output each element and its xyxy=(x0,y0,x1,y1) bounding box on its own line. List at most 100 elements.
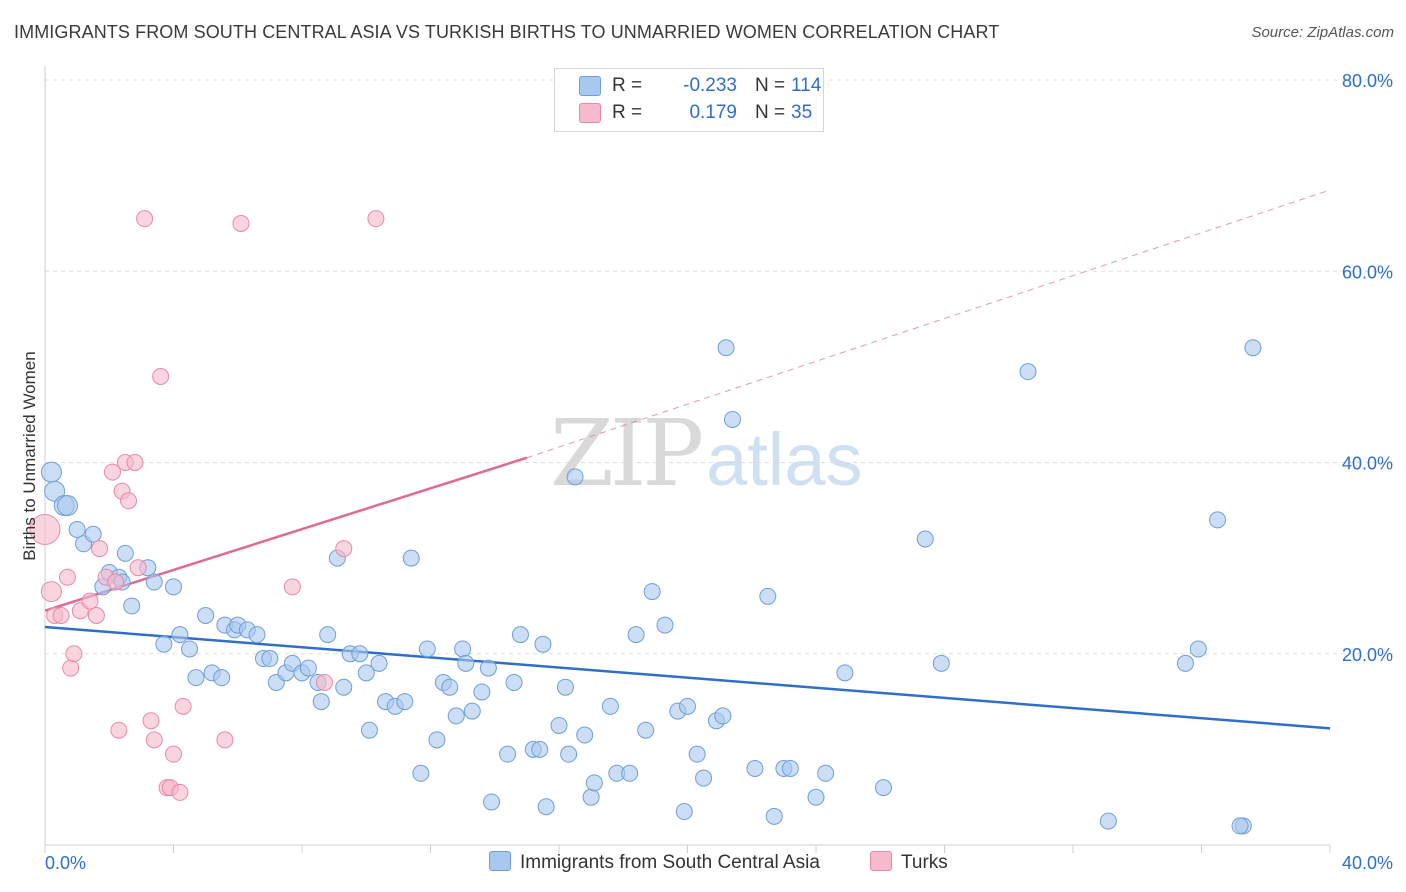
point-turks xyxy=(171,783,189,801)
point-immigrants xyxy=(428,731,446,749)
point-immigrants xyxy=(351,645,369,663)
legend-n-label: N = xyxy=(755,102,786,123)
point-immigrants xyxy=(447,707,465,725)
point-immigrants xyxy=(1176,654,1194,672)
point-immigrants xyxy=(454,640,472,658)
point-immigrants xyxy=(1231,817,1249,835)
point-immigrants xyxy=(576,726,594,744)
bottom-legend-swatch-immigrants xyxy=(489,851,511,871)
point-turks xyxy=(165,745,182,763)
point-turks xyxy=(40,581,62,603)
point-turks xyxy=(174,697,192,715)
point-turks xyxy=(152,367,170,385)
y-tick-label: 20.0% xyxy=(1342,645,1393,665)
point-turks xyxy=(81,592,99,610)
point-immigrants xyxy=(171,626,189,644)
point-immigrants xyxy=(441,678,459,696)
point-turks xyxy=(335,540,353,558)
point-immigrants xyxy=(483,793,501,811)
point-immigrants xyxy=(781,760,799,777)
point-immigrants xyxy=(165,578,182,596)
point-immigrants xyxy=(479,659,497,677)
point-immigrants xyxy=(817,764,835,782)
legend-n-value: 35 xyxy=(791,102,813,123)
point-immigrants xyxy=(197,607,215,624)
point-immigrants xyxy=(836,664,854,682)
point-turks xyxy=(52,607,70,624)
point-immigrants xyxy=(688,745,706,763)
point-immigrants xyxy=(370,654,388,672)
point-immigrants xyxy=(550,716,568,734)
point-immigrants xyxy=(582,788,600,806)
point-immigrants xyxy=(807,788,825,806)
point-turks xyxy=(129,559,147,577)
point-turks xyxy=(110,721,128,739)
point-immigrants xyxy=(932,654,950,672)
point-immigrants xyxy=(187,669,205,687)
point-immigrants xyxy=(643,583,661,601)
point-immigrants xyxy=(531,740,549,758)
point-turks xyxy=(91,540,109,558)
point-immigrants xyxy=(396,693,414,711)
point-immigrants xyxy=(213,669,231,687)
bottom-legend-immigrants: Immigrants from South Central Asia xyxy=(489,851,820,874)
data-points xyxy=(29,210,1262,835)
point-turks xyxy=(283,578,301,596)
point-immigrants xyxy=(627,626,645,644)
point-immigrants xyxy=(746,760,764,777)
point-immigrants xyxy=(473,683,491,701)
bottom-legend-turks: Turks xyxy=(870,851,948,874)
point-turks xyxy=(232,214,250,232)
point-immigrants xyxy=(695,769,713,787)
trend-line-immigrants xyxy=(44,625,1331,730)
point-immigrants xyxy=(534,635,552,653)
point-immigrants xyxy=(1099,812,1117,830)
point-immigrants xyxy=(1244,339,1262,357)
y-tick-label: 40.0% xyxy=(1342,454,1393,474)
point-immigrants xyxy=(723,410,741,428)
point-immigrants xyxy=(84,525,102,543)
point-immigrants xyxy=(765,807,783,825)
trend-line-turks-extension xyxy=(526,189,1331,459)
point-immigrants xyxy=(505,673,523,691)
point-turks xyxy=(65,645,83,663)
point-immigrants xyxy=(181,640,199,658)
point-immigrants xyxy=(1019,363,1037,381)
y-tick-label: 60.0% xyxy=(1342,262,1393,282)
point-turks xyxy=(145,731,163,749)
bottom-legend-swatch-turks xyxy=(870,851,892,871)
bottom-legend-label-turks: Turks xyxy=(901,852,948,873)
legend-swatch-turks xyxy=(579,103,601,123)
point-immigrants xyxy=(585,774,603,792)
point-turks xyxy=(367,210,385,228)
legend-r-value: -0.233 xyxy=(683,75,737,96)
point-immigrants xyxy=(248,626,266,644)
point-immigrants xyxy=(679,697,696,715)
legend-r-label: R = xyxy=(612,102,643,123)
bottom-legend-label-immigrants: Immigrants from South Central Asia xyxy=(520,852,820,873)
point-immigrants xyxy=(675,803,693,821)
point-immigrants xyxy=(621,764,639,782)
point-turks xyxy=(62,659,80,677)
point-immigrants xyxy=(1209,511,1227,529)
point-immigrants xyxy=(637,721,655,739)
point-turks xyxy=(120,492,138,510)
point-immigrants xyxy=(145,573,163,591)
legend-swatch-immigrants xyxy=(579,76,601,96)
point-immigrants xyxy=(418,640,436,658)
point-turks xyxy=(87,607,105,624)
point-turks xyxy=(58,568,76,586)
point-turks xyxy=(216,731,234,749)
point-immigrants xyxy=(916,530,934,548)
point-turks xyxy=(315,673,333,691)
point-immigrants xyxy=(402,549,420,567)
point-immigrants xyxy=(560,745,578,763)
point-immigrants xyxy=(457,654,475,672)
trend-lines xyxy=(44,189,1331,730)
correlation-legend: R = -0.233 N = 114 R = 0.179 N = 35 xyxy=(554,68,824,132)
legend-r-label: R = xyxy=(612,75,643,96)
point-immigrants xyxy=(116,544,134,562)
point-turks xyxy=(142,712,160,730)
point-turks xyxy=(126,454,144,471)
